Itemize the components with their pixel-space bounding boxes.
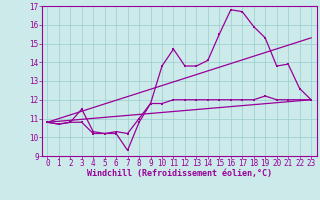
X-axis label: Windchill (Refroidissement éolien,°C): Windchill (Refroidissement éolien,°C)	[87, 169, 272, 178]
